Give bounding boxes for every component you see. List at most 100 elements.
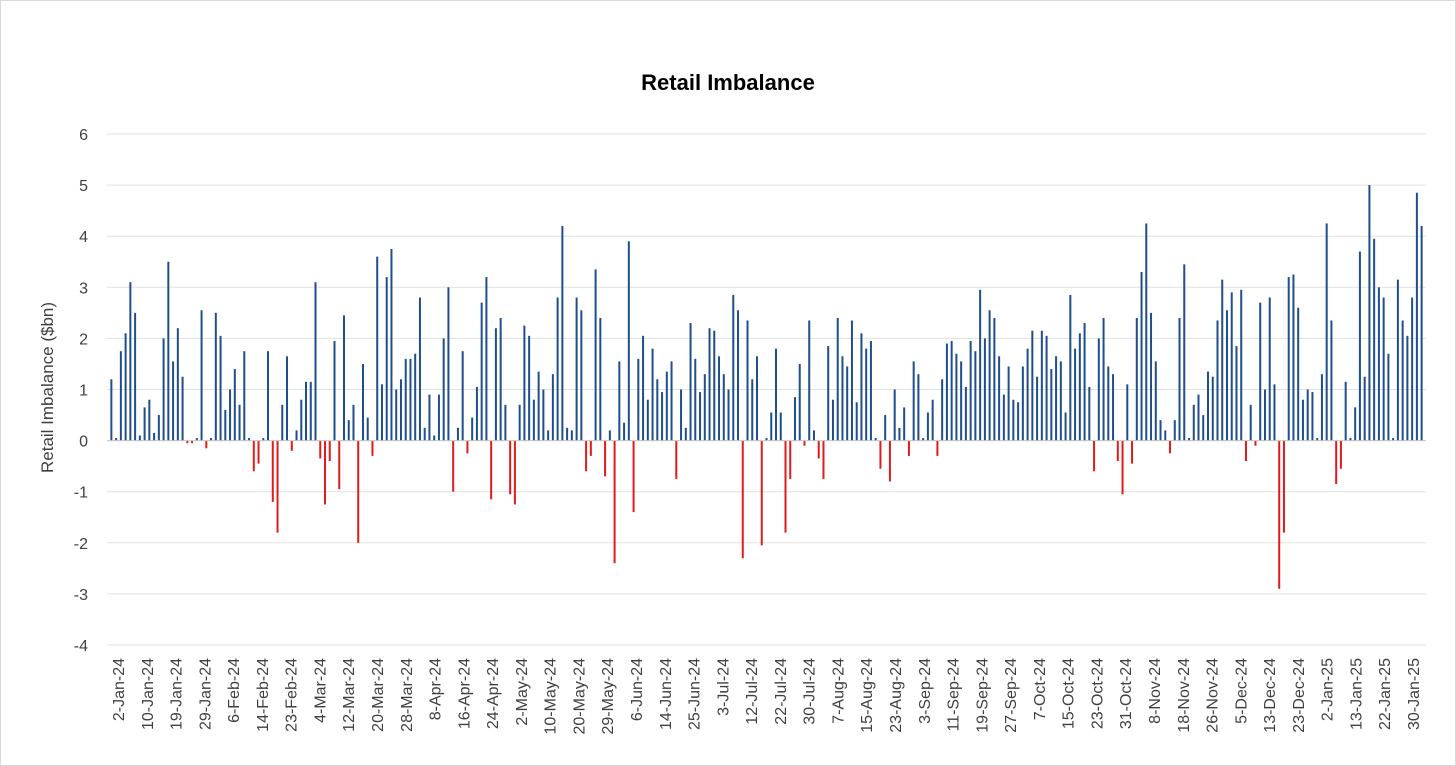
bar (1330, 320, 1333, 441)
bar (352, 404, 355, 441)
bar (1316, 438, 1319, 441)
bar (1420, 225, 1423, 441)
bar (1097, 338, 1100, 441)
bar (167, 261, 170, 441)
bar (684, 427, 687, 441)
bar (774, 348, 777, 441)
bar (295, 430, 298, 441)
bar (623, 422, 626, 441)
x-tick-label: 30-Jan-25 (1406, 658, 1423, 730)
bar (195, 438, 198, 441)
bar (119, 351, 122, 441)
bar (1273, 384, 1276, 441)
y-tick-label: 1 (79, 383, 88, 400)
bar (1311, 392, 1314, 441)
bar (1339, 440, 1342, 469)
bar (941, 379, 944, 441)
bar (366, 417, 369, 441)
bar (523, 325, 526, 441)
bar (637, 358, 640, 441)
bar (148, 399, 151, 441)
bar (1164, 430, 1167, 441)
bar (1235, 346, 1238, 441)
bar (1002, 394, 1005, 441)
bar (737, 310, 740, 441)
bar (305, 381, 308, 441)
y-tick-label: 6 (79, 127, 88, 144)
bar (945, 343, 948, 441)
bar (1150, 312, 1153, 441)
bar (229, 389, 232, 441)
bar (1249, 404, 1252, 441)
bar (338, 440, 341, 490)
bar (1211, 376, 1214, 441)
bar (385, 277, 388, 441)
bar (699, 392, 702, 441)
x-tick-label: 19-Jan-24 (169, 658, 186, 730)
bar (1040, 330, 1043, 441)
bar (191, 440, 194, 444)
bar (210, 438, 213, 441)
x-tick-label: 23-Dec-24 (1291, 658, 1308, 733)
bar (504, 404, 507, 441)
bar (276, 440, 279, 533)
bar (414, 353, 417, 441)
bar (765, 438, 768, 441)
bar (200, 310, 203, 441)
bar (1415, 192, 1418, 441)
bar (233, 369, 236, 441)
x-tick-label: 2-Jan-24 (111, 658, 128, 721)
chart-title: Retail Imbalance (641, 70, 815, 95)
bar (262, 438, 265, 441)
bar (1382, 297, 1385, 441)
bar (1207, 371, 1209, 441)
x-tick-label: 25-Jun-24 (687, 658, 704, 730)
x-tick-label: 6-Feb-24 (226, 658, 243, 723)
bar (324, 440, 326, 505)
bar (770, 412, 773, 441)
x-tick-label: 4-Mar-24 (312, 658, 329, 723)
x-tick-label: 12-Mar-24 (341, 658, 358, 732)
bar (423, 427, 426, 441)
bar (869, 340, 872, 441)
bar (1401, 320, 1404, 441)
bar (1140, 271, 1143, 441)
bar (841, 356, 844, 441)
bar (556, 297, 559, 441)
bar (926, 412, 929, 441)
bar (741, 440, 744, 559)
bar (589, 440, 592, 456)
bar (846, 366, 849, 441)
bar (1017, 402, 1020, 441)
bar (879, 440, 882, 469)
bar (651, 348, 654, 441)
bar (1320, 374, 1323, 441)
bar (1116, 440, 1119, 462)
bar (969, 340, 972, 441)
x-tick-label: 13-Jan-25 (1348, 658, 1365, 730)
bar (181, 376, 184, 441)
bar (214, 312, 217, 441)
y-tick-label: -3 (74, 587, 88, 604)
bar (1373, 238, 1376, 441)
bar (442, 338, 445, 441)
bar (884, 415, 887, 441)
bar (1387, 353, 1390, 441)
bar (347, 420, 350, 441)
bar (1377, 287, 1380, 441)
x-tick-label: 31-Oct-24 (1118, 658, 1135, 729)
bar (756, 356, 759, 441)
x-tick-label: 7-Aug-24 (830, 658, 847, 724)
bar (186, 440, 189, 444)
bar (509, 440, 512, 495)
x-tick-label: 14-Jun-24 (658, 658, 675, 730)
bar (661, 392, 664, 441)
bar (547, 430, 550, 441)
bar (1154, 361, 1157, 441)
bar (732, 294, 735, 441)
bar (680, 389, 683, 441)
bar (1396, 279, 1399, 441)
bar (604, 440, 607, 477)
bar (689, 323, 692, 441)
bar (898, 427, 901, 441)
